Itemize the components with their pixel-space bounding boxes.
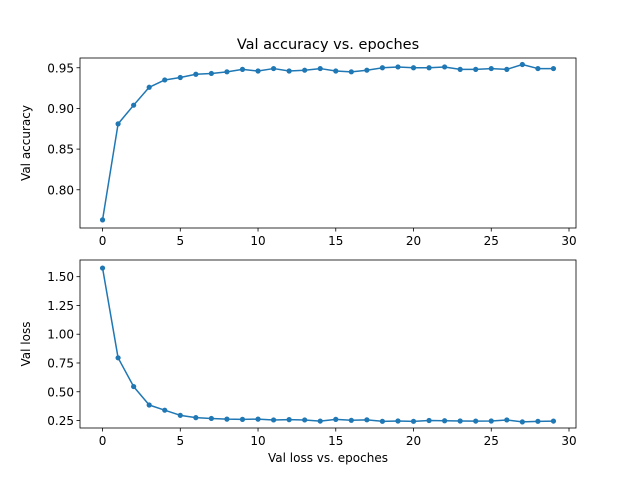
loss-data-point	[519, 419, 525, 425]
loss-y-tick-label: 0.25	[47, 414, 74, 428]
loss-x-tick-label: 20	[406, 434, 421, 448]
loss-data-point	[286, 417, 292, 423]
accuracy-data-point	[410, 65, 417, 71]
loss-data-point	[348, 417, 354, 423]
accuracy-data-point	[302, 67, 308, 73]
accuracy-data-point	[286, 68, 292, 74]
loss-data-point	[302, 417, 308, 423]
loss-data-point	[550, 418, 557, 424]
accuracy-x-tick-label: 20	[406, 234, 421, 248]
accuracy-data-point	[457, 66, 463, 72]
loss-data-point	[193, 415, 199, 421]
accuracy-x-tick-label: 5	[176, 234, 184, 248]
accuracy-data-point	[146, 84, 152, 90]
accuracy-data-point	[364, 67, 370, 73]
loss-data-point	[410, 418, 417, 424]
loss-x-tick-label: 30	[561, 434, 576, 448]
loss-data-point	[224, 416, 230, 422]
loss-data-point	[177, 412, 183, 418]
accuracy-x-tick-label: 30	[561, 234, 576, 248]
accuracy-y-tick-label: 0.85	[47, 143, 74, 157]
loss-y-tick-label: 0.50	[47, 385, 74, 399]
accuracy-data-point	[348, 69, 354, 75]
loss-y-tick-label: 1.50	[47, 270, 74, 284]
loss-data-point	[395, 418, 401, 424]
loss-data-point	[364, 417, 370, 423]
loss-data-point	[442, 418, 448, 424]
loss-data-point	[99, 265, 106, 271]
loss-data-point	[115, 355, 121, 361]
accuracy-y-axis-label: Val accuracy	[19, 105, 33, 181]
accuracy-data-point	[504, 66, 510, 72]
loss-x-tick-label: 10	[250, 434, 265, 448]
accuracy-x-tick-label: 10	[250, 234, 265, 248]
accuracy-data-point	[162, 77, 168, 83]
loss-y-axis-label: Val loss	[19, 322, 33, 367]
accuracy-data-point	[177, 74, 183, 81]
loss-data-point	[239, 416, 246, 422]
accuracy-y-tick-label: 0.90	[47, 102, 74, 116]
accuracy-data-point	[193, 71, 199, 77]
loss-data-point	[379, 418, 386, 424]
loss-y-tick-label: 0.75	[47, 356, 74, 370]
loss-data-point	[317, 418, 323, 424]
loss-plot-frame	[79, 259, 577, 429]
accuracy-data-point	[131, 102, 137, 108]
accuracy-plot-frame	[79, 57, 577, 229]
loss-data-point	[255, 416, 261, 422]
loss-chart-panel: 0 5 10 15 20 25 30 0.25 0.50 0.75 1.00 1.25 1.50 Val …	[19, 259, 577, 465]
accuracy-data-point	[395, 64, 401, 70]
accuracy-data-point	[115, 121, 121, 127]
loss-data-point	[208, 415, 214, 422]
loss-x-tick-label: 5	[176, 434, 184, 448]
loss-data-point	[131, 383, 137, 390]
loss-data-point	[333, 416, 339, 422]
accuracy-x-tick-label: 0	[99, 234, 107, 248]
loss-data-point	[488, 418, 494, 424]
loss-data-point	[426, 417, 432, 424]
accuracy-data-point	[379, 65, 386, 71]
loss-x-axis-label: Val loss vs. epoches	[268, 451, 388, 465]
loss-data-point	[162, 407, 168, 413]
accuracy-data-point	[550, 65, 557, 72]
loss-data-point	[473, 418, 479, 424]
accuracy-data-point	[255, 68, 261, 74]
loss-x-tick-label: 0	[99, 434, 107, 448]
loss-y-tick-label: 1.00	[47, 328, 74, 342]
accuracy-data-point	[442, 64, 448, 70]
accuracy-x-tick-label: 15	[328, 234, 343, 248]
loss-data-point	[504, 417, 510, 423]
loss-data-point	[535, 418, 541, 424]
loss-data-point	[457, 418, 463, 424]
loss-data-point	[270, 417, 277, 423]
accuracy-data-point	[519, 61, 525, 68]
accuracy-x-tick-label: 25	[484, 234, 499, 248]
loss-y-tick-label: 1.25	[47, 299, 74, 313]
loss-x-tick-label: 15	[328, 434, 343, 448]
accuracy-data-point	[473, 66, 479, 72]
accuracy-y-tick-label: 0.80	[47, 183, 74, 197]
loss-x-tick-label: 25	[484, 434, 499, 448]
accuracy-y-tick-label: 0.95	[47, 61, 74, 75]
accuracy-data-point	[535, 65, 541, 72]
accuracy-chart-panel: 0 5 10 15 20 25 30 0.80 0.85 0.90 0.95 Val accuracy…	[19, 37, 577, 248]
accuracy-data-point	[488, 65, 494, 72]
accuracy-data-point	[426, 65, 432, 71]
accuracy-data-point	[270, 65, 277, 72]
accuracy-data-point	[99, 217, 106, 223]
accuracy-data-point	[239, 66, 246, 72]
loss-data-point	[146, 402, 152, 408]
accuracy-data-point	[317, 65, 323, 72]
accuracy-data-point	[333, 68, 339, 74]
accuracy-data-point	[224, 69, 230, 75]
accuracy-chart-title: Val accuracy vs. epoches	[237, 37, 419, 53]
accuracy-data-point	[208, 70, 214, 77]
